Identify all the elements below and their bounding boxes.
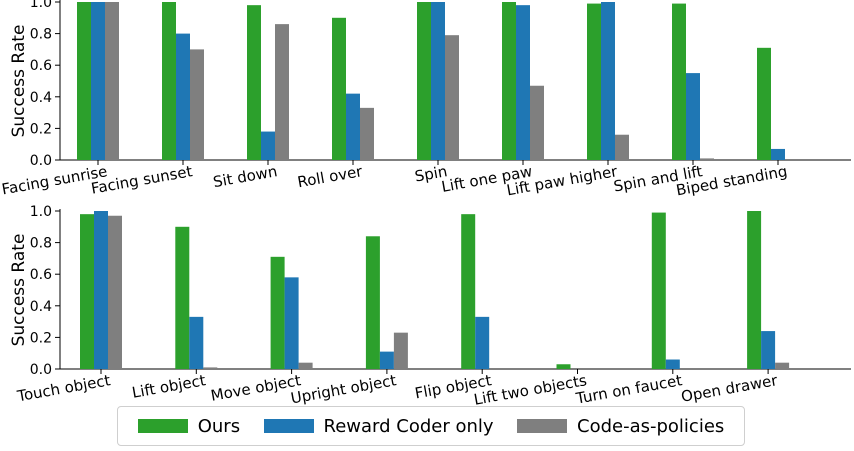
x-tick-label: Roll over [296, 162, 364, 191]
legend-label-reward-coder: Reward Coder only [323, 415, 494, 437]
x-tick-label: Move object [209, 371, 302, 405]
bar-1-8-1 [771, 148, 785, 160]
y-tick-label: 0.2 [30, 330, 52, 346]
y-tick-label: 1.0 [30, 204, 52, 220]
bar-1-1-0 [162, 2, 176, 160]
bar-2-7-2 [775, 362, 790, 369]
bar-2-2-0 [270, 256, 285, 369]
bar-1-5-2 [530, 85, 544, 160]
y-tick-label: 0.2 [30, 121, 52, 137]
bar-2-0-2 [108, 215, 122, 369]
bar-1-1-1 [176, 33, 190, 160]
bar-1-3-0 [332, 17, 346, 160]
bar-2-7-1 [761, 331, 776, 369]
bar-2-3-0 [365, 236, 380, 369]
y-tick-label: 1.0 [30, 0, 52, 11]
bar-1-6-2 [615, 134, 629, 160]
bar-2-6-0 [651, 212, 666, 369]
bar-1-6-1 [601, 2, 615, 160]
bar-2-7-0 [747, 211, 762, 369]
bar-1-3-1 [346, 93, 360, 160]
y-tick-label: 0.6 [30, 267, 52, 283]
bar-1-3-2 [360, 107, 374, 160]
bar-2-3-2 [393, 332, 408, 369]
bar-2-1-2 [203, 367, 218, 369]
bar-1-5-0 [502, 2, 516, 160]
y-tick-label: 0.6 [30, 58, 52, 74]
bar-2-1-0 [175, 226, 190, 369]
bar-2-4-0 [461, 214, 476, 369]
legend-swatch-reward-coder [263, 419, 314, 433]
legend-item-ours: Ours [137, 415, 241, 437]
legend-label-ours: Ours [197, 415, 241, 437]
x-tick-label: Lift object [131, 371, 208, 402]
bar-1-2-1 [261, 131, 275, 160]
bar-2-3-1 [379, 351, 394, 369]
bar-1-2-0 [247, 5, 261, 160]
y-tick-label: 0.0 [30, 153, 52, 169]
y-tick-label: 0.8 [30, 236, 52, 252]
bar-1-7-0 [672, 3, 686, 160]
y-tick-label: 0.0 [30, 362, 52, 378]
bar-1-0-0 [77, 2, 91, 160]
bar-1-0-1 [91, 2, 105, 160]
legend-swatch-ours [137, 419, 188, 433]
bar-2-4-1 [475, 316, 490, 369]
legend-item-reward-coder: Reward Coder only [263, 415, 494, 437]
bar-1-7-2 [700, 158, 714, 160]
bar-1-5-1 [516, 5, 530, 160]
bar-2-6-1 [665, 359, 680, 369]
bar-2-1-1 [189, 316, 204, 369]
x-tick-label: Open drawer [680, 371, 780, 405]
bar-1-0-2 [105, 2, 119, 160]
bar-1-7-1 [686, 73, 700, 160]
bar-1-2-2 [275, 24, 289, 161]
y-axis-title: Success Rate [9, 25, 29, 138]
y-tick-label: 0.4 [30, 299, 52, 315]
bar-2-2-1 [284, 277, 299, 369]
x-tick-label: Turn on faucet [574, 371, 684, 405]
y-tick-label: 0.8 [30, 27, 52, 43]
bar-1-6-0 [587, 3, 601, 160]
y-axis-title: Success Rate [9, 234, 29, 347]
bar-1-4-2 [445, 35, 459, 160]
x-tick-label: Spin [413, 162, 448, 185]
bar-1-4-1 [431, 2, 445, 160]
bar-2-0-0 [80, 214, 94, 369]
bar-2-2-2 [298, 362, 313, 369]
bar-1-4-0 [417, 2, 431, 160]
bar-2-5-0 [556, 364, 571, 369]
legend-swatch-code-as-policies [517, 419, 567, 433]
x-tick-label: Sit down [212, 162, 279, 191]
bar-1-1-2 [190, 49, 204, 160]
legend-label-code-as-policies: Code-as-policies [577, 415, 725, 437]
legend: Ours Reward Coder only Code-as-policies [117, 406, 745, 446]
bar-2-0-1 [94, 211, 108, 369]
legend-item-code-as-policies: Code-as-policies [517, 416, 724, 437]
x-tick-label: Upright object [289, 371, 397, 405]
y-tick-label: 0.4 [30, 90, 52, 106]
bar-1-8-0 [757, 47, 771, 160]
